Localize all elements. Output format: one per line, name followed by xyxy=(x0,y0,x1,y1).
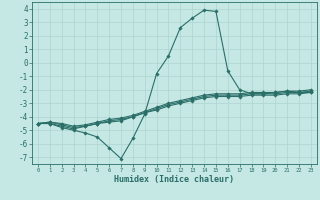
X-axis label: Humidex (Indice chaleur): Humidex (Indice chaleur) xyxy=(115,175,234,184)
